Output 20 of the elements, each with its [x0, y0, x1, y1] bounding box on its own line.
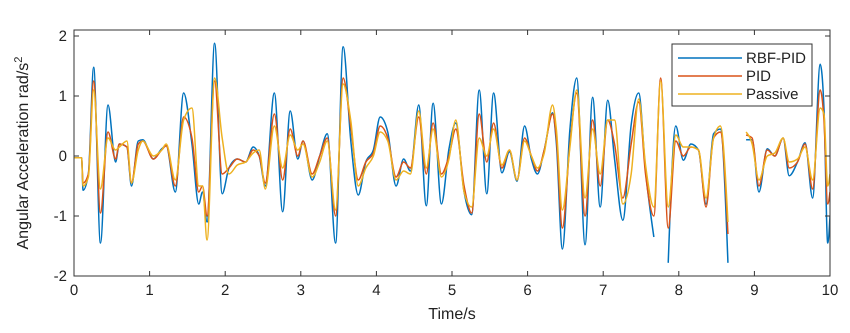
x-tick-label: 1 [145, 282, 154, 299]
legend-label: PID [746, 68, 772, 85]
x-tick-label: 8 [674, 282, 683, 299]
legend-label: RBF-PID [746, 50, 806, 67]
x-tick-label: 5 [448, 282, 456, 299]
x-axis-title: Time/s [428, 306, 476, 323]
x-tick-label: 0 [70, 282, 78, 299]
x-tick-label: 3 [296, 282, 305, 299]
legend-label: Passive [746, 86, 799, 103]
x-tick-label: 6 [523, 282, 532, 299]
x-tick-label: 9 [750, 282, 759, 299]
x-tick-label: 4 [372, 282, 381, 299]
x-tick-label: 7 [599, 282, 608, 299]
x-tick-label: 2 [221, 282, 230, 299]
y-tick-label: 1 [58, 88, 67, 105]
y-tick-label: -1 [54, 208, 67, 225]
y-tick-label: 2 [58, 28, 67, 45]
y-tick-label: -2 [54, 268, 67, 285]
x-tick-label: 10 [822, 282, 838, 299]
y-tick-label: 0 [58, 148, 67, 165]
